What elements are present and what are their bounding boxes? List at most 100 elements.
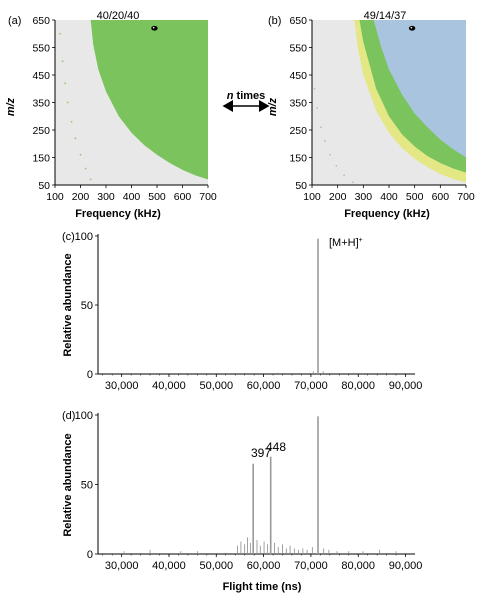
a-x-tick-label: 300	[97, 191, 115, 203]
d-y-tick-label: 50	[81, 480, 93, 492]
a-y-tick-label: 350	[32, 98, 50, 110]
panel-a-x-axis-label: Frequency (kHz)	[75, 208, 161, 220]
a-stability-dot	[66, 101, 69, 104]
panel-d-peak-label-448: 448	[266, 440, 286, 454]
panel-d-label: (d)	[62, 410, 75, 422]
a-x-tick-label: 700	[199, 191, 217, 203]
d-x-tick-label: 70,000	[294, 560, 328, 572]
arrow-label-n: n	[227, 90, 234, 102]
b-y-tick-label: 650	[289, 15, 307, 27]
c-y-tick-label: 100	[75, 231, 93, 243]
b-x-tick-label: 700	[457, 191, 475, 203]
b-y-tick-label: 150	[289, 153, 307, 165]
c-x-tick-label: 30,000	[105, 380, 139, 392]
b-stability-dot	[320, 126, 322, 129]
panel-b-plot-area	[312, 20, 466, 185]
panel-d-y-axis-label: Relative abundance	[62, 433, 74, 536]
svg-text:n times: n times	[227, 90, 266, 102]
c-x-tick-label: 60,000	[247, 380, 281, 392]
b-y-tick-label: 550	[289, 43, 307, 55]
a-x-tick-label: 100	[46, 191, 64, 203]
a-y-tick-label: 50	[38, 180, 50, 192]
a-x-tick-label: 200	[72, 191, 90, 203]
c-y-tick-label: 0	[87, 369, 93, 381]
d-x-tick-label: 60,000	[247, 560, 281, 572]
panel-c-peak-label-sup: +	[359, 237, 363, 244]
panel-c: (c) Relative abundance 0 50 100 30,000 40,00…	[62, 231, 422, 392]
b-stability-dot	[313, 87, 316, 90]
panel-a-y-axis-label: m/z	[5, 97, 17, 116]
panel-c-y-axis-label: Relative abundance	[62, 253, 74, 356]
b-y-tick-label: 450	[289, 70, 307, 82]
d-x-tick-label: 90,000	[389, 560, 423, 572]
a-y-tick-label: 150	[32, 153, 50, 165]
b-operating-point-marker	[408, 25, 416, 31]
b-stability-dot	[335, 164, 338, 167]
d-x-tick-label: 80,000	[341, 560, 375, 572]
c-x-tick-label: 80,000	[341, 380, 375, 392]
panel-a-plot-area	[55, 20, 208, 185]
panel-d-x-axis-label: Flight time (ns)	[223, 581, 302, 593]
d-x-tick-label: 30,000	[105, 560, 139, 572]
c-y-tick-label: 50	[81, 300, 93, 312]
a-marker-highlight	[152, 26, 155, 29]
b-stability-dot	[316, 107, 319, 109]
a-x-tick-label: 600	[174, 191, 192, 203]
panel-a-label: (a)	[8, 15, 21, 27]
b-blue-region	[373, 20, 466, 158]
panel-d-plot-area: 0 50 100 30,000 40,000 50,000 60,000 70,000 80,0…	[75, 410, 423, 572]
panel-a: (a) 40/20/40 100 200 300 400 500 600 700 50 150 2…	[5, 10, 217, 220]
b-x-tick-label: 500	[406, 191, 424, 203]
a-stability-dot	[59, 32, 61, 35]
panel-a-title: 40/20/40	[97, 10, 140, 22]
panel-b-y-axis-label: m/z	[267, 97, 279, 116]
a-y-tick-label: 250	[32, 125, 50, 137]
b-y-tick-label: 350	[289, 98, 307, 110]
b-stability-dot	[329, 153, 331, 156]
d-x-tick-label: 40,000	[152, 560, 186, 572]
a-stability-dot	[61, 60, 64, 63]
b-stability-dot	[352, 181, 354, 184]
panel-b-x-axis-label: Frequency (kHz)	[344, 208, 430, 220]
a-stability-dot	[79, 153, 82, 156]
panel-b-label: (b)	[268, 15, 281, 27]
a-green-region	[90, 20, 208, 180]
a-stability-dot	[64, 82, 67, 85]
b-stability-dot	[343, 174, 345, 177]
d-y-tick-label: 100	[75, 410, 93, 422]
a-stability-dot	[84, 167, 87, 170]
panel-c-plot-area: 0 50 100 30,000 40,000 50,000 60,000 70,000 80,0…	[75, 231, 423, 392]
a-x-tick-label: 500	[148, 191, 166, 203]
panel-c-peak-label: [M+H]	[329, 237, 359, 249]
b-y-tick-label: 250	[289, 125, 307, 137]
a-stability-dot	[89, 178, 92, 181]
a-stability-dot	[74, 137, 77, 140]
c-x-tick-label: 50,000	[199, 380, 233, 392]
b-x-tick-label: 400	[380, 191, 398, 203]
panel-d-peak-label-397: 397	[251, 446, 271, 460]
panel-c-label: (c)	[62, 231, 75, 243]
panel-a-axes: 100 200 300 400 500 600 700 50 150 250 350 450 550 65…	[32, 15, 216, 203]
panel-b: (b) 49/14/37 100 200 300 400 500 600 700 50 150 2…	[267, 10, 475, 220]
arrow-label-times: times	[233, 90, 265, 102]
d-y-tick-label: 0	[87, 549, 93, 561]
panel-b-axes: 100 200 300 400 500 600 700 50 150 250 350 450 550 65…	[289, 15, 474, 203]
a-stability-dot	[70, 120, 73, 123]
c-x-tick-label: 90,000	[389, 380, 423, 392]
c-x-tick-label: 40,000	[152, 380, 186, 392]
b-x-tick-label: 100	[303, 191, 321, 203]
b-x-tick-label: 600	[432, 191, 450, 203]
b-y-tick-label: 50	[295, 180, 307, 192]
b-x-tick-label: 300	[355, 191, 373, 203]
a-x-tick-label: 400	[123, 191, 141, 203]
a-y-tick-label: 550	[32, 43, 50, 55]
svg-text:[M+H]+: [M+H]+	[329, 237, 363, 249]
b-marker-highlight	[410, 26, 413, 29]
b-stability-dot	[323, 140, 326, 142]
a-y-tick-label: 650	[32, 15, 50, 27]
panel-b-title: 49/14/37	[364, 10, 407, 22]
d-x-tick-label: 50,000	[199, 560, 233, 572]
panel-d: (d) Relative abundance 0 50 100 30,000 40,00…	[62, 410, 422, 593]
n-times-arrow: n times	[222, 90, 270, 112]
